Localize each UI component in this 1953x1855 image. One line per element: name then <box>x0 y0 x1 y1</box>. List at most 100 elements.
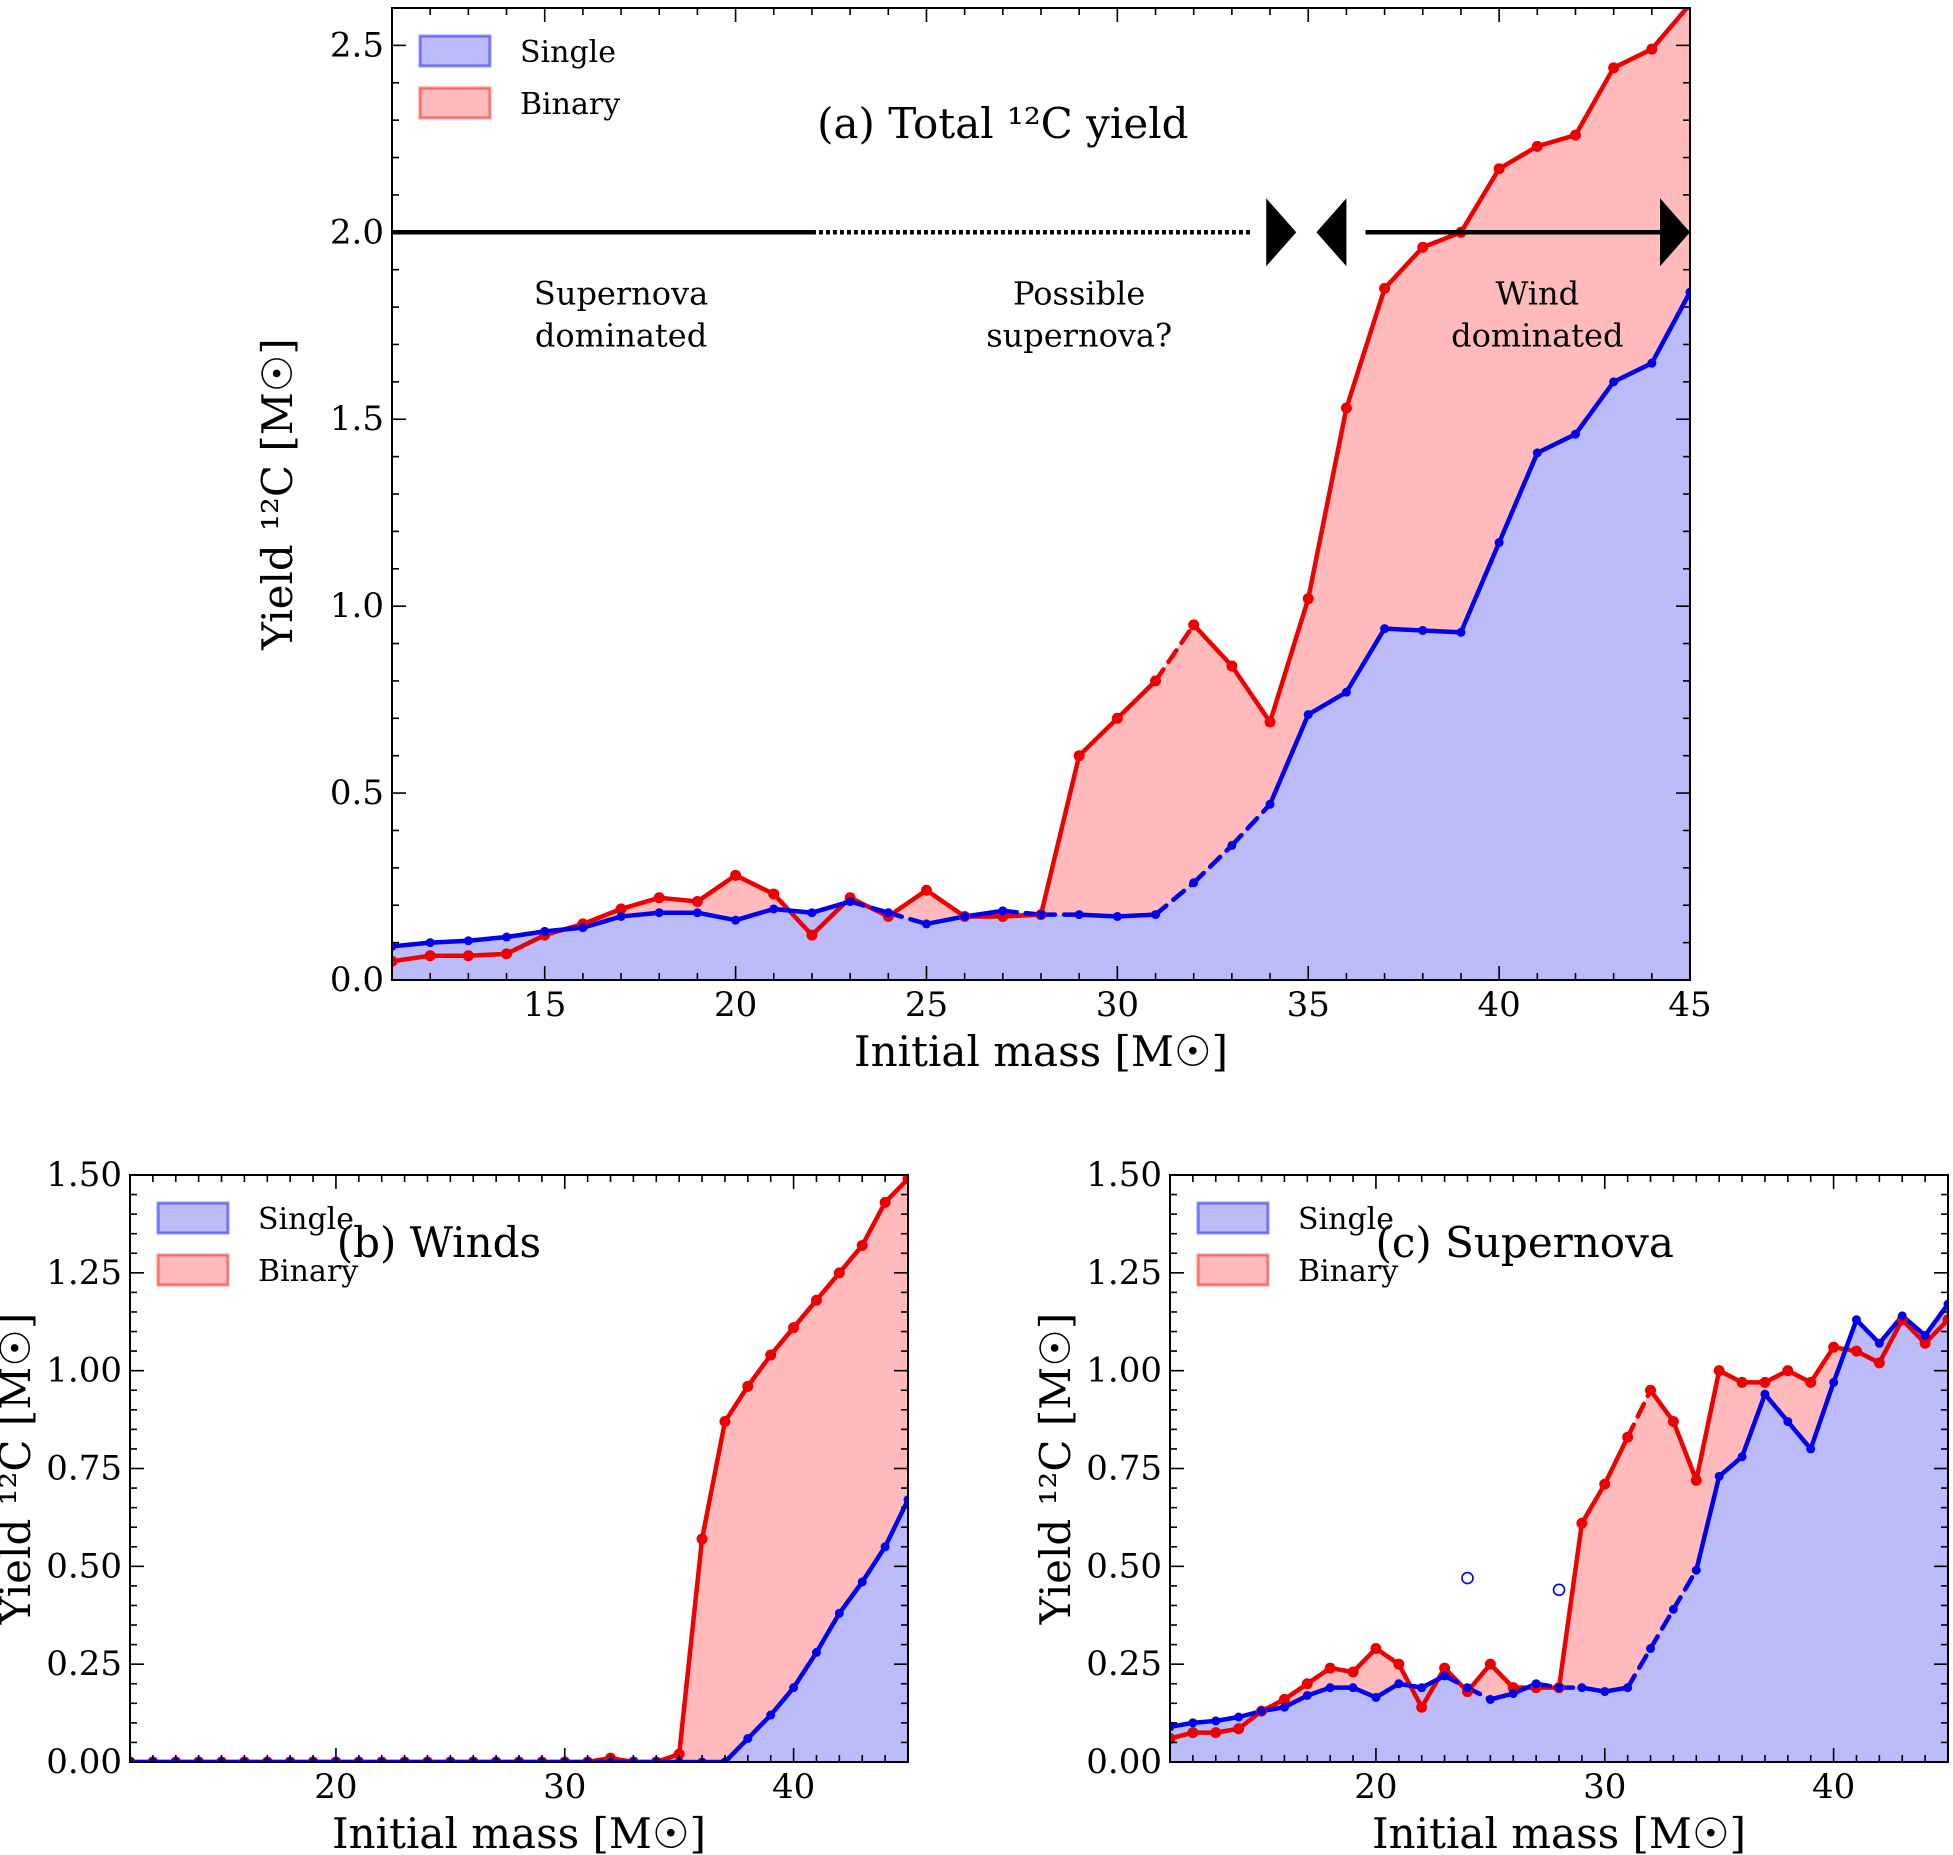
data-point-single <box>502 932 512 942</box>
y-tick-label: 1.25 <box>46 1253 122 1293</box>
data-point-binary <box>902 1175 908 1185</box>
x-tick-label: 40 <box>772 1767 815 1807</box>
data-point-single <box>1380 624 1390 634</box>
series-line-single <box>1649 289 1690 366</box>
series-line-binary <box>1579 1481 1608 1526</box>
data-point-binary <box>1111 712 1123 724</box>
series-line-single <box>745 1712 773 1741</box>
data-point-binary <box>879 1196 891 1208</box>
data-point-single <box>1851 1315 1861 1325</box>
region-label: Possible <box>1013 274 1145 312</box>
data-point-single <box>1417 1683 1427 1693</box>
y-axis-label: Yield ¹²C [M☉] <box>1031 1313 1080 1626</box>
data-point-binary <box>1919 1337 1931 1349</box>
series-line-single <box>771 906 815 915</box>
series-line-binary <box>580 906 624 927</box>
data-point-binary <box>462 950 474 962</box>
series-line-single <box>1267 712 1311 807</box>
data-point-binary <box>1226 660 1238 672</box>
data-point-binary <box>1850 1345 1862 1357</box>
y-tick-label: 0.75 <box>1086 1449 1162 1489</box>
series-line-binary <box>1694 1368 1722 1483</box>
data-point-binary <box>615 903 627 915</box>
area-binary <box>130 1178 908 1762</box>
legend-label: Single <box>520 35 616 70</box>
data-point-single <box>1920 1330 1930 1340</box>
region-arrowhead <box>1316 198 1347 267</box>
data-point-binary <box>1393 1658 1405 1670</box>
data-point-binary <box>1599 1478 1611 1490</box>
legend-swatch-single <box>418 34 492 68</box>
series-line-binary <box>1344 286 1387 411</box>
data-point-single <box>960 911 970 921</box>
data-point-binary <box>1379 282 1391 294</box>
data-point-single <box>845 896 855 906</box>
data-point-single <box>1211 1716 1221 1726</box>
series-line-single <box>1625 1646 1653 1690</box>
data-point-binary <box>691 895 703 907</box>
y-tick-label: 0.00 <box>46 1742 122 1782</box>
series-line-binary <box>814 1270 842 1303</box>
data-point-single <box>1577 1683 1587 1693</box>
series-line-single <box>962 908 1006 919</box>
data-point-binary <box>1531 140 1543 152</box>
x-tick-label: 40 <box>1477 985 1520 1025</box>
series-line-binary <box>886 888 929 919</box>
data-point-binary <box>742 1380 754 1392</box>
data-point-single <box>807 908 817 918</box>
data-point-single <box>1170 1722 1175 1732</box>
plot-area <box>1170 1299 1948 1762</box>
series-line-single <box>580 914 624 930</box>
data-point-binary <box>673 1748 685 1760</box>
data-point-binary <box>1264 716 1276 728</box>
y-tick-label: 1.50 <box>46 1155 122 1195</box>
x-axis-label: Initial mass [M☉] <box>1372 1809 1746 1855</box>
data-point-binary <box>1416 1701 1428 1713</box>
legend-label: Single <box>258 1202 354 1237</box>
data-point-single <box>1737 1452 1747 1462</box>
y-tick-label: 2.5 <box>330 25 384 65</box>
data-point-binary <box>501 948 513 960</box>
data-point-single <box>1760 1389 1770 1399</box>
data-point-single <box>578 923 588 933</box>
series-line-single <box>1785 1419 1813 1452</box>
x-tick-label: 45 <box>1668 985 1711 1025</box>
data-point-binary <box>768 888 780 900</box>
series-line-single <box>542 925 586 934</box>
data-point-single <box>1943 1299 1948 1309</box>
series-line-single <box>466 934 509 943</box>
series-line-single <box>1305 689 1349 717</box>
series-line-binary <box>1808 1344 1836 1385</box>
data-point-single <box>1302 1690 1312 1700</box>
data-point-binary <box>833 1267 845 1279</box>
x-axis-label: Initial mass [M☉] <box>854 1027 1228 1076</box>
data-point-single <box>1646 1644 1656 1654</box>
data-point-single <box>463 936 473 946</box>
series-line-binary <box>1649 8 1690 52</box>
series-line-single <box>809 899 853 915</box>
series-line-binary <box>1458 166 1502 235</box>
series-line-binary <box>837 1243 865 1276</box>
area-single <box>1170 1304 1948 1762</box>
data-point-binary <box>696 1533 708 1545</box>
data-point-binary <box>1667 1416 1679 1428</box>
data-point-single <box>1508 1689 1518 1699</box>
region-label: dominated <box>1451 316 1623 354</box>
data-point-single <box>1227 840 1237 850</box>
data-point-single <box>1325 1683 1335 1693</box>
region-arrowhead <box>1266 198 1297 267</box>
series-line-single <box>1191 843 1235 886</box>
data-point-single <box>1685 287 1690 297</box>
legend-label: Binary <box>520 87 620 122</box>
data-point-single <box>1647 358 1657 368</box>
data-point-single <box>789 1683 799 1693</box>
data-point-single <box>1462 1683 1472 1693</box>
x-tick-label: 30 <box>1583 1767 1626 1807</box>
chart-title: (c) Supernova <box>1375 1218 1673 1267</box>
data-point-single <box>1874 1338 1884 1348</box>
series-line-binary <box>1648 1387 1676 1424</box>
series-line-single <box>1762 1391 1791 1424</box>
data-point-single <box>1668 1604 1678 1614</box>
y-tick-label: 1.0 <box>330 586 384 626</box>
series-line-binary <box>771 891 815 938</box>
